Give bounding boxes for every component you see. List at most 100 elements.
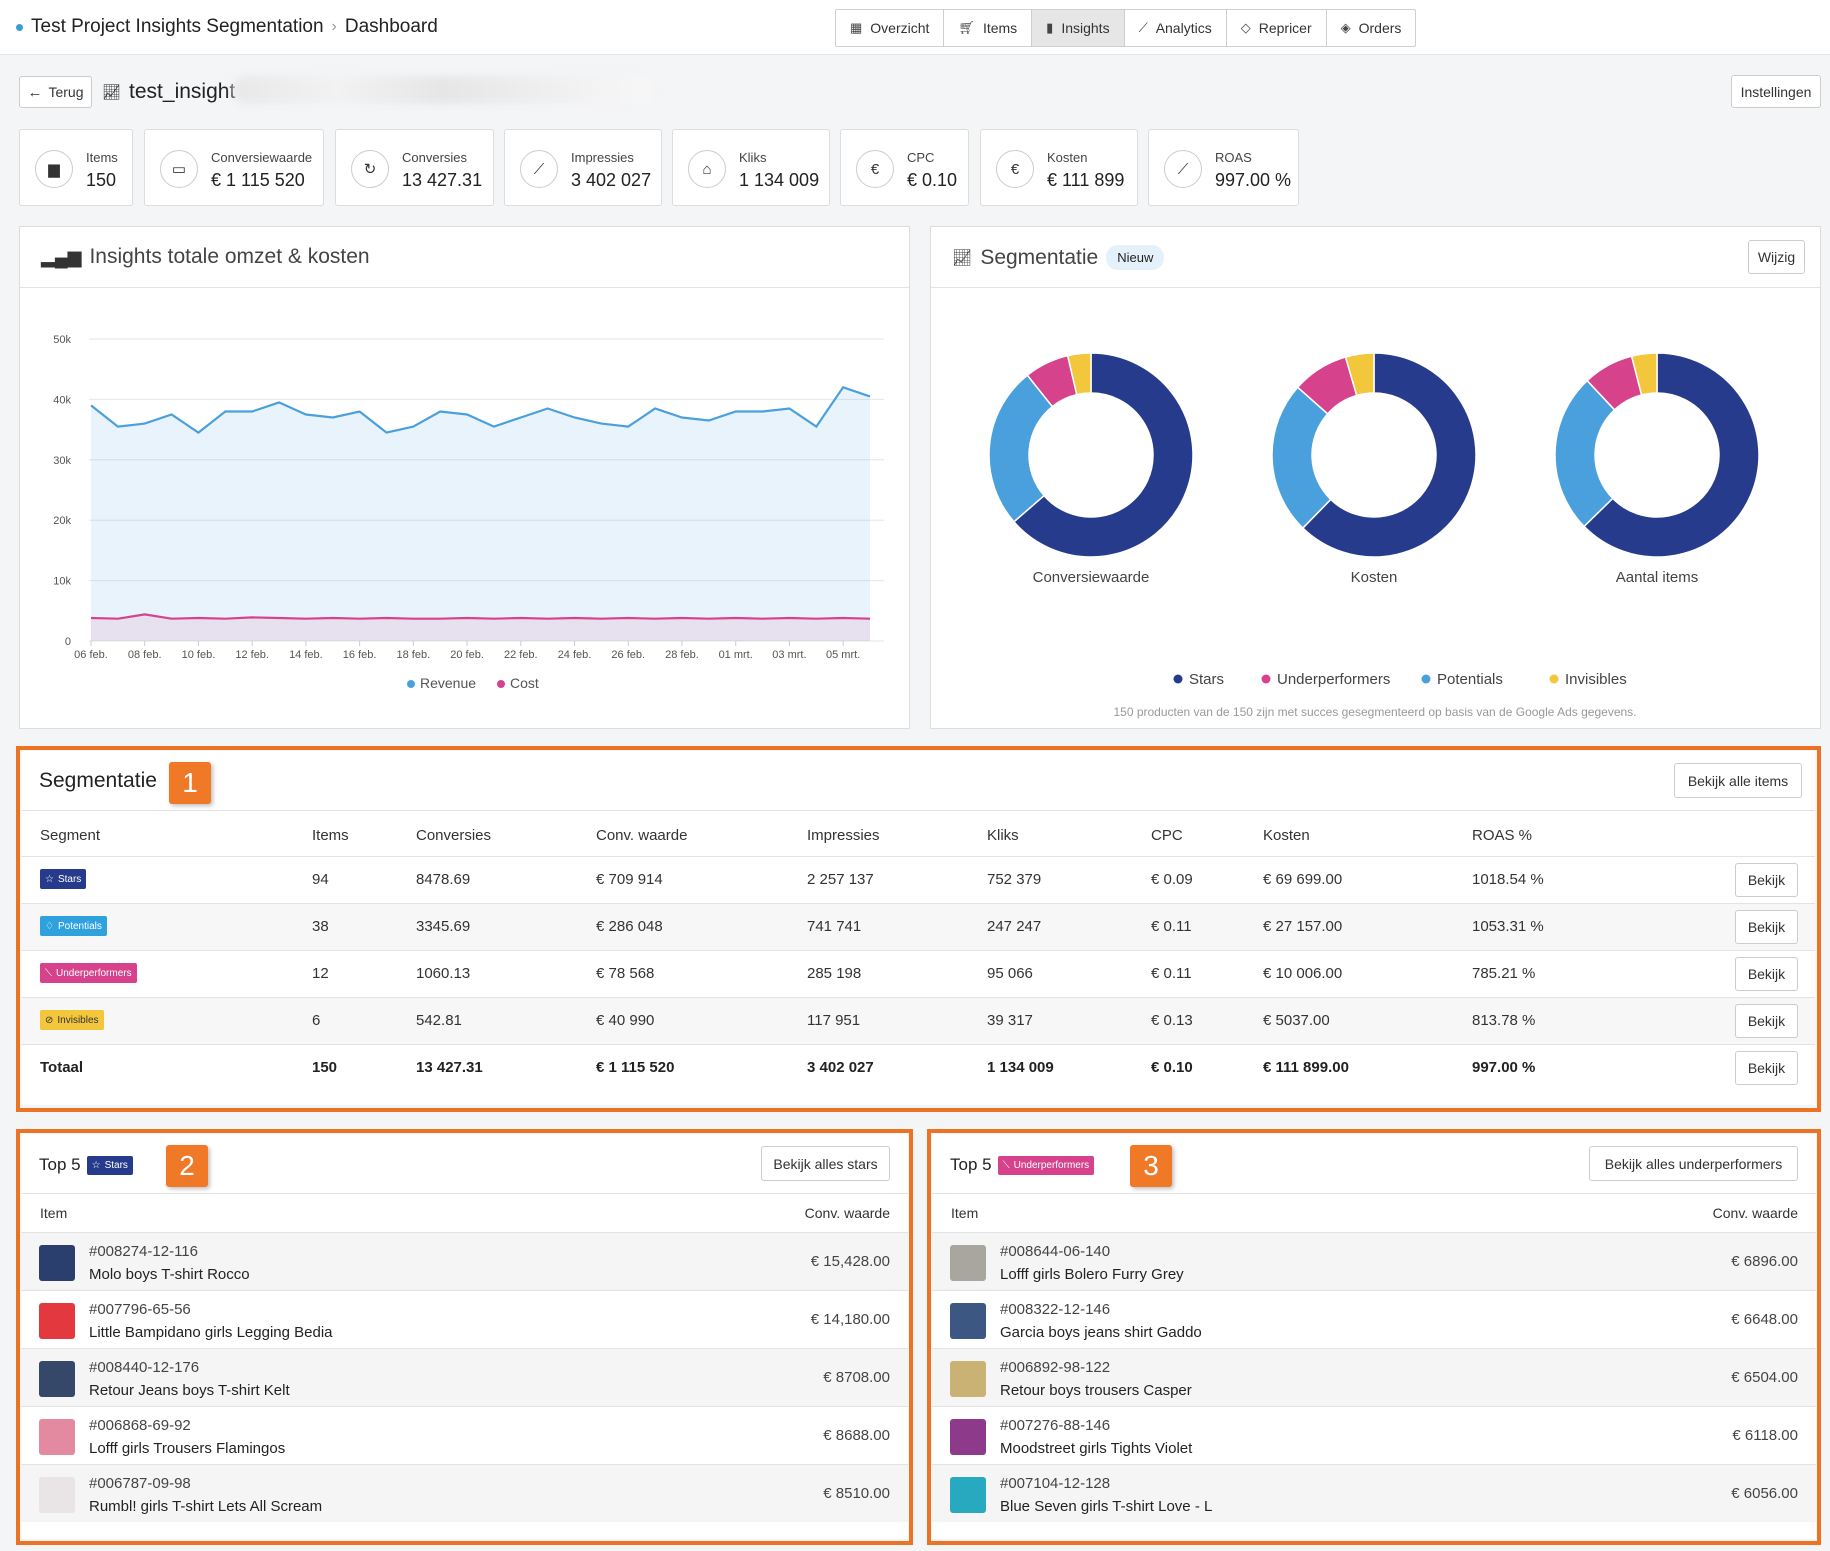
- kpi-label: Items: [86, 150, 118, 165]
- settings-button[interactable]: Instellingen: [1731, 75, 1821, 108]
- list-item[interactable]: #008644-06-140 Lofff girls Bolero Furry G…: [932, 1232, 1816, 1290]
- col-header-kliks: Kliks: [987, 827, 1019, 844]
- list-item[interactable]: #008440-12-176 Retour Jeans boys T-shirt …: [21, 1348, 908, 1406]
- view-button[interactable]: Bekijk: [1735, 863, 1798, 897]
- donut-title: Conversiewaarde: [1033, 569, 1150, 586]
- list-item[interactable]: #006787-09-98 Rumbl! girls T-shirt Lets A…: [21, 1464, 908, 1522]
- kpi-label: Conversiewaarde: [211, 150, 313, 165]
- y-tick-label: 30k: [53, 455, 71, 467]
- item-conv-value: € 8510.00: [823, 1485, 890, 1502]
- cell-kosten: € 27 157.00: [1263, 918, 1343, 935]
- legend-marker: [1549, 674, 1559, 684]
- breadcrumb-project[interactable]: Test Project Insights Segmentation: [31, 16, 324, 37]
- highlight-frame-1: [16, 746, 1821, 1112]
- edit-button[interactable]: Wijzig: [1748, 240, 1805, 274]
- kpi-value: € 111 899: [1047, 170, 1125, 190]
- kpi-card-conversiewaarde: ▭ Conversiewaarde € 1 115 520: [144, 129, 324, 206]
- nav-label: Insights: [1061, 20, 1110, 36]
- kpi-value: € 0.10: [907, 170, 958, 190]
- revenue-panel: ▂▄▆ Insights totale omzet & kosten 0 10k 20…: [19, 226, 910, 729]
- segment-pill-potentials: ♢ Potentials: [40, 916, 107, 936]
- col-header-conv-waarde: Conv. waarde: [804, 1205, 890, 1221]
- kpi-card-kosten: € Kosten € 111 899: [980, 129, 1138, 206]
- slice-stars: [1012, 352, 1194, 558]
- nav-tab-analytics[interactable]: ⟋ Analytics: [1125, 10, 1227, 46]
- legend-marker: [407, 680, 415, 688]
- cell-conversies: 8478.69: [416, 871, 471, 888]
- back-button[interactable]: ← Terug: [19, 76, 92, 108]
- panel-title: ▂▄▆ Insights totale omzet & kosten: [41, 245, 370, 269]
- y-tick-label: 20k: [53, 515, 71, 527]
- divider: [932, 1193, 1816, 1194]
- settings-label: Instellingen: [1740, 83, 1812, 100]
- cell-impressies: 741 741: [807, 918, 862, 935]
- nav-tab-orders[interactable]: ◈ Orders: [1327, 10, 1416, 46]
- item-conv-value: € 6648.00: [1731, 1311, 1798, 1328]
- product-thumbnail: [950, 1245, 986, 1281]
- kpi-card-impressies: ⟋ Impressies 3 402 027: [504, 129, 662, 206]
- view-all-stars-button[interactable]: Bekijk alles stars: [761, 1146, 890, 1181]
- list-item[interactable]: #007796-65-56 Little Bampidano girls Legg…: [21, 1290, 908, 1348]
- chart-line-icon: 📈︎: [102, 84, 122, 101]
- view-all-items-button[interactable]: Bekijk alle items: [1674, 763, 1802, 798]
- item-name[interactable]: Lofff girls Bolero Furry Grey: [1000, 1266, 1184, 1283]
- legend-label: Invisibles: [1565, 671, 1627, 688]
- segment-pill-stars: ☆ Stars: [40, 869, 87, 889]
- top-bar: Test Project Insights Segmentation › Das…: [0, 0, 1830, 55]
- item-name[interactable]: Retour Jeans boys T-shirt Kelt: [89, 1382, 290, 1399]
- item-conv-value: € 6896.00: [1731, 1253, 1798, 1270]
- cell-items: 150: [312, 1059, 338, 1076]
- view-button[interactable]: Bekijk: [1735, 957, 1798, 991]
- panel-title: 📈︎ Segmentatie Nieuw: [952, 245, 1165, 270]
- list-item[interactable]: #006868-69-92 Lofff girls Trousers Flamin…: [21, 1406, 908, 1464]
- kpi-card-conversies: ↻ Conversies 13 427.31: [335, 129, 494, 206]
- item-conv-value: € 14,180.00: [810, 1311, 890, 1328]
- euro-icon: €: [996, 150, 1034, 188]
- item-name[interactable]: Moodstreet girls Tights Violet: [1000, 1440, 1193, 1457]
- cell-impressies: 285 198: [807, 965, 862, 982]
- item-name[interactable]: Garcia boys jeans shirt Gaddo: [1000, 1324, 1202, 1341]
- cell-conv-waarde: € 286 048: [596, 918, 663, 935]
- nav-tab-repricer[interactable]: ◇ Repricer: [1227, 10, 1327, 46]
- col-header-item: Item: [40, 1205, 68, 1221]
- divider: [21, 810, 1815, 811]
- list-item[interactable]: #006892-98-122 Retour boys trousers Caspe…: [932, 1348, 1816, 1406]
- nav-tab-insights[interactable]: ▮ Insights: [1032, 10, 1125, 46]
- cell-items: 38: [312, 918, 329, 935]
- product-thumbnail: [39, 1419, 75, 1455]
- view-all-label: Bekijk alle items: [1687, 772, 1789, 789]
- cell-roas: 997.00 %: [1472, 1059, 1536, 1076]
- cell-roas: 1053.31 %: [1472, 918, 1544, 935]
- item-name[interactable]: Rumbl! girls T-shirt Lets All Scream: [89, 1498, 323, 1515]
- cell-roas: 1018.54 %: [1472, 871, 1544, 888]
- segmentation-table-panel: Segmentatie 1 Bekijk alle items Segment …: [21, 751, 1815, 1105]
- nav-tab-items[interactable]: 🛒︎ Items: [944, 10, 1033, 46]
- list-item[interactable]: #008322-12-146 Garcia boys jeans shirt Ga…: [932, 1290, 1816, 1348]
- item-name[interactable]: Retour boys trousers Casper: [1000, 1382, 1192, 1399]
- view-button[interactable]: Bekijk: [1735, 1004, 1798, 1038]
- eye-slash-icon: ⊘: [45, 1014, 54, 1026]
- view-all-underperformers-button[interactable]: Bekijk alles underperformers: [1589, 1146, 1798, 1181]
- item-name[interactable]: Molo boys T-shirt Rocco: [89, 1266, 250, 1283]
- breadcrumb: Test Project Insights Segmentation › Das…: [16, 16, 438, 38]
- slice-stars: [1301, 352, 1477, 558]
- list-item[interactable]: #007104-12-128 Blue Seven girls T-shirt L…: [932, 1464, 1816, 1522]
- item-name[interactable]: Little Bampidano girls Legging Bedia: [89, 1324, 333, 1341]
- pill-label: Stars: [104, 1159, 128, 1171]
- chevron-right-icon: ›: [331, 18, 337, 35]
- x-tick-label: 20 feb.: [450, 649, 484, 661]
- nav-tab-overzicht[interactable]: ▦ Overzicht: [836, 10, 945, 46]
- list-item[interactable]: #008274-12-116 Molo boys T-shirt Rocco € 1…: [21, 1232, 908, 1290]
- chart-board-icon: ▦: [850, 20, 863, 35]
- item-name[interactable]: Blue Seven girls T-shirt Love - L: [1000, 1498, 1213, 1515]
- view-button[interactable]: Bekijk: [1735, 1051, 1798, 1085]
- item-sku: #008274-12-116: [89, 1243, 198, 1260]
- item-sku: #007276-88-146: [1000, 1417, 1111, 1434]
- legend-label: Potentials: [1437, 671, 1503, 688]
- list-item[interactable]: #007276-88-146 Moodstreet girls Tights Vi…: [932, 1406, 1816, 1464]
- view-button[interactable]: Bekijk: [1735, 910, 1798, 944]
- kpi-value: 3 402 027: [571, 170, 652, 190]
- item-name[interactable]: Lofff girls Trousers Flamingos: [89, 1440, 286, 1457]
- panel-title-text: Segmentatie: [980, 245, 1099, 269]
- table-row-total: Totaal 150 13 427.31 € 1 115 520 3 402 0…: [21, 1044, 1815, 1091]
